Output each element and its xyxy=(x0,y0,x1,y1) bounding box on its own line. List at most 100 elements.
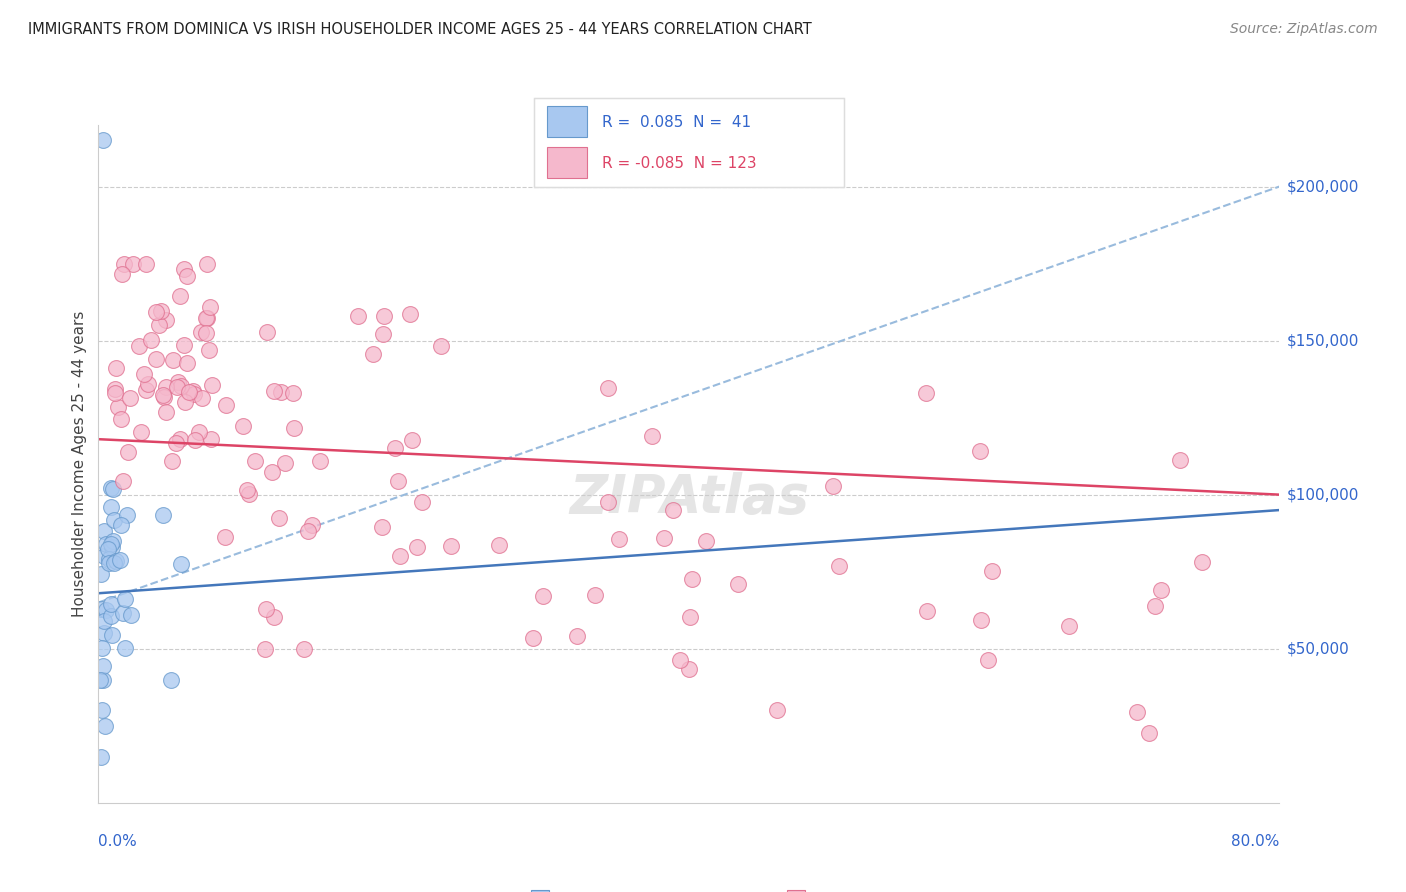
Point xyxy=(128,339,150,353)
Point xyxy=(93,658,115,673)
Point xyxy=(346,309,368,323)
Point xyxy=(104,554,127,568)
Point xyxy=(155,405,177,419)
Point xyxy=(263,610,285,624)
Point xyxy=(215,398,238,412)
Point xyxy=(1143,599,1166,613)
Point xyxy=(981,564,1004,578)
Point xyxy=(828,558,851,573)
Point xyxy=(565,629,588,643)
Point xyxy=(173,261,195,276)
Text: 0.0%: 0.0% xyxy=(98,834,138,849)
Point xyxy=(195,256,218,270)
Point xyxy=(1137,726,1160,740)
Point xyxy=(135,383,157,397)
Point xyxy=(105,360,128,375)
Point xyxy=(148,318,170,332)
Point xyxy=(166,380,188,394)
Point xyxy=(406,540,429,554)
Point xyxy=(270,385,292,400)
Point xyxy=(170,557,193,571)
Point xyxy=(101,628,124,642)
Point xyxy=(190,325,212,339)
Point xyxy=(98,556,121,570)
Point xyxy=(165,435,187,450)
Point xyxy=(373,326,395,341)
Point xyxy=(155,380,177,394)
Point xyxy=(522,631,544,645)
Legend: Immigrants from Dominica, Irish: Immigrants from Dominica, Irish xyxy=(524,889,853,892)
Point xyxy=(115,508,138,522)
Point xyxy=(184,433,207,447)
Point xyxy=(90,749,112,764)
Point xyxy=(112,607,135,621)
Point xyxy=(110,411,132,425)
Text: R =  0.085  N =  41: R = 0.085 N = 41 xyxy=(602,115,751,129)
Point xyxy=(110,552,132,566)
Point xyxy=(107,400,129,414)
Point xyxy=(256,325,278,339)
Point xyxy=(90,703,112,717)
Point xyxy=(969,443,991,458)
Point xyxy=(93,625,115,640)
Point xyxy=(640,429,662,443)
Point xyxy=(679,610,702,624)
Point xyxy=(155,312,177,326)
Point xyxy=(120,391,142,405)
Point xyxy=(262,465,284,479)
Y-axis label: Householder Income Ages 25 - 44 years: Householder Income Ages 25 - 44 years xyxy=(72,310,87,617)
Point xyxy=(387,474,409,488)
Point xyxy=(214,530,236,544)
Point xyxy=(103,513,125,527)
Point xyxy=(101,482,124,496)
Point xyxy=(104,382,127,396)
Point xyxy=(598,381,620,395)
Point xyxy=(103,556,125,570)
Point xyxy=(727,576,749,591)
Point xyxy=(162,352,184,367)
Point xyxy=(89,673,111,687)
Point xyxy=(152,508,174,523)
Point xyxy=(93,615,115,629)
Point xyxy=(598,495,620,509)
Point xyxy=(100,609,122,624)
Point xyxy=(104,385,127,400)
Point xyxy=(488,538,510,552)
Point xyxy=(915,604,938,618)
Point xyxy=(93,549,115,563)
Point xyxy=(174,395,197,409)
Point xyxy=(1057,619,1080,633)
Point xyxy=(1191,555,1213,569)
Point xyxy=(411,494,433,508)
Point xyxy=(1150,582,1173,597)
Point xyxy=(169,379,191,393)
Point xyxy=(122,256,145,270)
Point xyxy=(440,539,463,553)
Point xyxy=(93,524,115,539)
Point xyxy=(120,608,142,623)
Point xyxy=(91,673,114,687)
Point xyxy=(117,445,139,459)
Point xyxy=(678,662,700,676)
Point xyxy=(112,474,135,488)
Point xyxy=(309,454,332,468)
Point xyxy=(114,592,136,607)
Point xyxy=(297,524,319,538)
Point xyxy=(100,597,122,611)
Point xyxy=(254,602,277,616)
Point xyxy=(607,533,630,547)
Point xyxy=(823,479,845,493)
Point xyxy=(669,653,692,667)
Point xyxy=(195,311,218,326)
Point xyxy=(977,653,1000,667)
Text: ZIPAtlas: ZIPAtlas xyxy=(569,472,808,524)
Point xyxy=(195,326,218,341)
Point xyxy=(177,385,200,400)
FancyBboxPatch shape xyxy=(547,106,586,137)
Point xyxy=(145,305,167,319)
Point xyxy=(399,307,422,321)
Point xyxy=(132,368,155,382)
Point xyxy=(176,355,198,369)
Point xyxy=(235,483,257,497)
Point xyxy=(373,310,395,324)
